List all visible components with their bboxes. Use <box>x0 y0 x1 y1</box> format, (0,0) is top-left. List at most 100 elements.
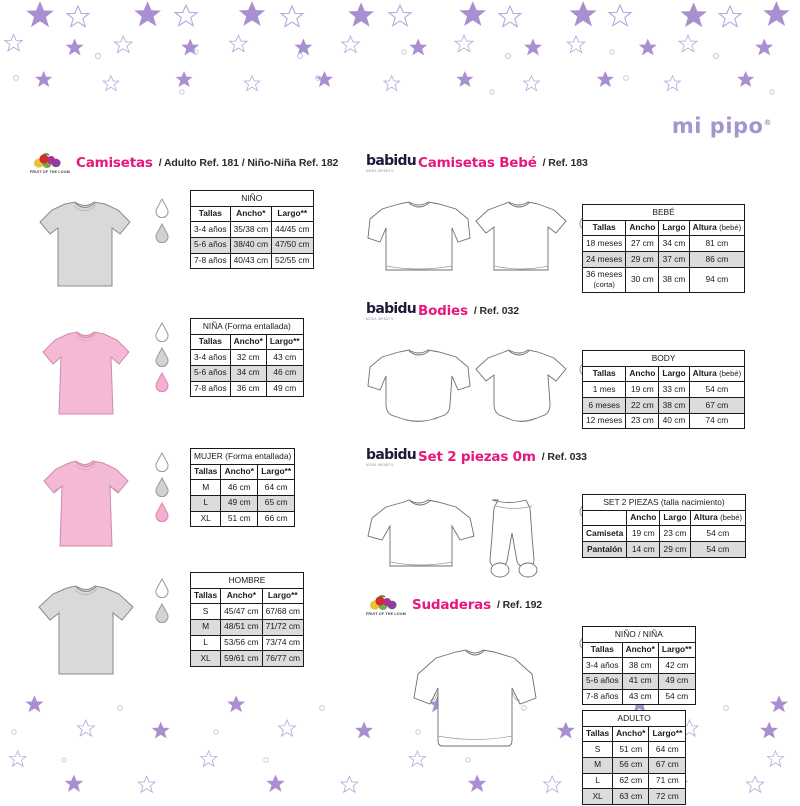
table-row: L 62 cm 71 cm <box>581 772 687 790</box>
table-caption: BEBÉ <box>581 204 746 221</box>
column-header: Tallas <box>581 219 627 237</box>
section-ref: / Ref. 032 <box>473 305 519 317</box>
row-label: M <box>189 479 222 496</box>
droplet-gray-icon <box>155 477 169 497</box>
table-row: Pantalón 14 cm 29 cm 54 cm <box>581 541 747 558</box>
column-header: Tallas <box>581 365 627 383</box>
column-header: Altura (bebé) <box>689 509 747 527</box>
table-row: 12 meses 23 cm 40 cm 74 cm <box>581 412 746 430</box>
fruit-of-the-loom-wordmark: FRUIT OF THE LOOM <box>366 611 406 616</box>
table-wrap-nino: NIÑO Tallas Ancho* Largo** 3-4 años 35/38 cm 4… <box>190 190 314 270</box>
table-cell: 45/47 cm <box>220 603 263 620</box>
table-cell: 40 cm <box>658 412 690 430</box>
row-label: L <box>189 634 222 652</box>
column-header: Ancho <box>626 509 661 527</box>
section-ref: / Ref. 192 <box>496 599 543 611</box>
block-hombre: HOMBRE Tallas Ancho* Largo** S 45/47 cm 67/68 … <box>30 572 360 692</box>
table-cell: 38 cm <box>621 657 659 674</box>
garment-illustration-bebe <box>366 190 576 287</box>
table-cell: 14 cm <box>626 541 661 558</box>
garment-illustration-nina <box>34 320 138 433</box>
table-row: 36 meses (corta) 30 cm 38 cm 94 cm <box>581 266 746 294</box>
droplet-group-mujer <box>154 452 170 522</box>
table-cell: 23 cm <box>659 525 691 543</box>
column-header: Largo <box>658 219 690 237</box>
table-cell: 74 cm <box>688 412 746 430</box>
table-row: 18 meses 27 cm 34 cm 81 cm <box>581 235 746 253</box>
fruit-of-the-loom-wordmark: FRUIT OF THE LOOM <box>30 169 70 174</box>
block-mujer: MUJER (Forma entallada) Tallas Ancho* Largo… <box>30 448 360 566</box>
column-header: Largo** <box>261 587 305 605</box>
babidu-logo: babidu MODA INFANTIL <box>366 154 417 173</box>
section-title: Camisetas <box>76 155 153 171</box>
table-row: M 46 cm 64 cm <box>189 479 296 496</box>
section-title: Bodies <box>418 303 468 319</box>
section-ref: / Ref. 183 <box>542 157 588 169</box>
table-header-row: Tallas Ancho* Largo** <box>190 205 314 223</box>
section-ref: / Ref. 033 <box>541 451 587 463</box>
babidu-tagline: MODA INFANTIL <box>366 316 395 321</box>
babidu-tagline: MODA INFANTIL <box>366 168 395 173</box>
column-header: Largo <box>659 509 691 527</box>
column-header: Largo** <box>257 463 296 481</box>
row-label: 1 mes <box>581 381 627 399</box>
table-cell: 23 cm <box>625 412 660 430</box>
column-header: Tallas <box>190 205 231 223</box>
table-header-row: Tallas Ancho* Largo** <box>189 463 296 481</box>
table-cell: 43 cm <box>265 349 304 366</box>
table-cell: 51 cm <box>220 510 259 528</box>
table-caption-row: NIÑA (Forma entallada) <box>190 318 304 335</box>
block-body: BODY Tallas Ancho Largo Altura (bebé) 1 mes 19… <box>366 334 776 444</box>
table-caption: NIÑO <box>190 190 314 207</box>
section-heading-camisetas: FRUIT OF THE LOOM Camisetas / Adulto Ref… <box>30 150 360 176</box>
droplet-group-nino <box>154 198 170 243</box>
column-header: Largo** <box>648 725 687 743</box>
row-label: 12 meses <box>581 412 627 430</box>
table-cell: 22 cm <box>625 397 660 414</box>
table-cell: 30 cm <box>625 266 660 294</box>
column-header-note: (bebé) <box>719 369 742 379</box>
table-cell: 64 cm <box>648 741 687 758</box>
table-cell: 64 cm <box>257 479 296 496</box>
row-label: L <box>581 772 614 790</box>
table-cell: 54 cm <box>689 541 747 558</box>
size-table-sudaderas-nino: NIÑO / NIÑA Tallas Ancho* Largo** 3-4 años 38… <box>582 626 696 706</box>
table-wrap-sudaderas-nino: NIÑO / NIÑA Tallas Ancho* Largo** 3-4 años 38… <box>582 626 696 706</box>
babidu-logo: babidu MODA INFANTIL <box>366 302 417 321</box>
table-caption-sub: (Forma entallada) <box>222 450 292 461</box>
tshirt-girls-icon <box>42 331 130 415</box>
section-heading-bodies: babidu MODA INFANTIL Bodies / Ref. 032 <box>366 298 776 324</box>
droplet-gray-icon <box>155 603 169 623</box>
column-header: Tallas <box>189 587 222 605</box>
column-header: Ancho* <box>220 463 259 481</box>
row-label: XL <box>189 510 222 528</box>
table-row: XL 63 cm 72 cm <box>581 788 687 805</box>
column-header: Tallas <box>581 725 614 743</box>
babidu-wordmark: babidu <box>366 446 417 463</box>
tshirt-women-icon <box>43 460 129 547</box>
droplet-outline-icon <box>155 578 169 598</box>
table-caption: ADULTO <box>581 710 687 727</box>
column-header-note: (bebé) <box>720 513 743 523</box>
row-label: XL <box>189 650 222 667</box>
table-cell: 47/50 cm <box>271 236 314 254</box>
table-header-row: Tallas Ancho Largo Altura (bebé) <box>581 219 746 237</box>
garment-illustration-mujer <box>34 450 138 563</box>
droplet-group-nina <box>154 322 170 392</box>
table-row: XL 51 cm 66 cm <box>189 510 296 528</box>
column-header: Largo** <box>657 641 696 659</box>
table-cell: 52/55 cm <box>271 252 314 270</box>
table-cell: 38 cm <box>658 397 690 414</box>
row-label: S <box>581 741 614 758</box>
garment-illustration-nino <box>30 190 140 305</box>
table-row: 7-8 años 36 cm 49 cm <box>190 380 304 398</box>
table-cell: 43 cm <box>621 688 659 706</box>
table-cell: 71/72 cm <box>261 618 305 636</box>
row-label: 3-4 años <box>190 221 231 238</box>
table-cell: 49 cm <box>220 494 259 512</box>
droplet-outline-icon <box>155 198 169 218</box>
fruit-of-the-loom-logo: FRUIT OF THE LOOM <box>30 152 70 174</box>
table-row: L 49 cm 65 cm <box>189 494 296 512</box>
fruit-cluster-icon <box>370 594 397 610</box>
